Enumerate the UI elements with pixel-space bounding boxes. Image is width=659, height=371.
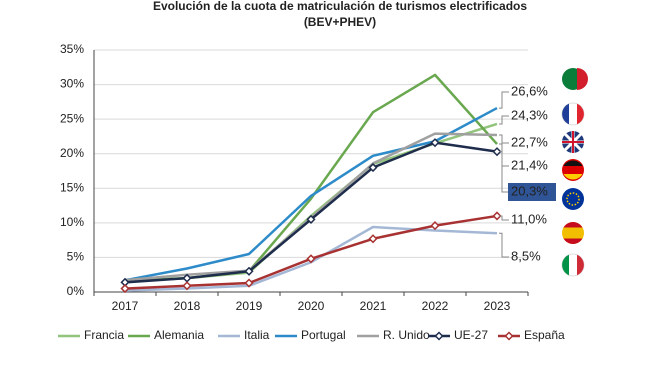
flag-france-red	[577, 103, 584, 125]
leader-line	[499, 91, 509, 109]
chart-subtitle: (BEV+PHEV)	[304, 15, 376, 29]
value-label: 21,4%	[511, 157, 548, 172]
flag-eu	[562, 188, 584, 210]
y-tick-label: 0%	[67, 284, 85, 298]
legend-label: Italia	[244, 328, 270, 342]
leader-line	[499, 215, 509, 221]
flag-france-blue	[562, 103, 569, 125]
value-label: 8,5%	[511, 248, 541, 263]
legend-label: Alemania	[154, 328, 204, 342]
y-tick-label: 10%	[60, 215, 84, 229]
flag-uk-red	[562, 131, 584, 153]
series-line	[124, 73, 498, 283]
x-tick-label: 2020	[298, 299, 325, 313]
legend-marker	[504, 331, 514, 341]
point-marker	[244, 278, 254, 288]
point-marker	[244, 266, 254, 276]
value-label: 22,7%	[511, 134, 548, 149]
point-marker	[368, 162, 378, 173]
point-marker	[306, 214, 316, 224]
y-tick-label: 35%	[60, 42, 84, 56]
value-label: 26,6%	[511, 83, 548, 98]
y-tick-label: 20%	[60, 146, 84, 160]
value-label: 20,3%	[511, 183, 548, 198]
y-tick-label: 30%	[60, 77, 84, 91]
x-tick-label: 2022	[422, 299, 449, 313]
flag-eu-stars	[566, 192, 580, 206]
flag-italy-green	[562, 254, 569, 276]
legend-label: Francia	[84, 328, 124, 342]
value-label-box	[508, 183, 556, 201]
flags	[561, 68, 588, 277]
flag-spain-red	[563, 222, 583, 244]
legend-label: R. Unido	[383, 328, 430, 342]
legend-label: España	[524, 328, 565, 342]
point-marker	[492, 211, 502, 221]
point-marker	[182, 281, 192, 291]
leader-line	[499, 115, 509, 125]
legend-marker	[434, 331, 444, 341]
leader-line	[499, 151, 509, 193]
legend-label: Portugal	[301, 328, 346, 342]
point-marker	[368, 234, 378, 244]
flag-germany-black	[563, 160, 583, 166]
x-tick-label: 2018	[174, 299, 201, 313]
point-marker	[492, 147, 502, 157]
y-tick-label: 15%	[60, 180, 84, 194]
x-tick-label: 2017	[112, 299, 139, 313]
point-marker	[306, 254, 316, 264]
flag-italy-red	[577, 254, 584, 276]
point-marker	[430, 138, 440, 148]
leader-line	[499, 143, 509, 167]
leader-line	[499, 232, 509, 258]
y-tick-label: 5%	[67, 250, 85, 264]
flag-portugal-red	[577, 68, 588, 90]
x-tick-label: 2019	[236, 299, 263, 313]
leader-line	[499, 134, 509, 144]
y-tick-label: 25%	[60, 111, 84, 125]
value-label: 11,0%	[511, 211, 547, 226]
legend-label: UE-27	[454, 328, 488, 342]
point-marker	[430, 221, 440, 231]
x-tick-label: 2023	[484, 299, 511, 313]
x-tick-label: 2021	[360, 299, 387, 313]
point-marker	[120, 283, 130, 294]
value-label: 24,3%	[511, 107, 548, 122]
flag-germany-gold	[563, 174, 583, 180]
chart-title: Evolución de la cuota de matriculación d…	[153, 0, 527, 13]
